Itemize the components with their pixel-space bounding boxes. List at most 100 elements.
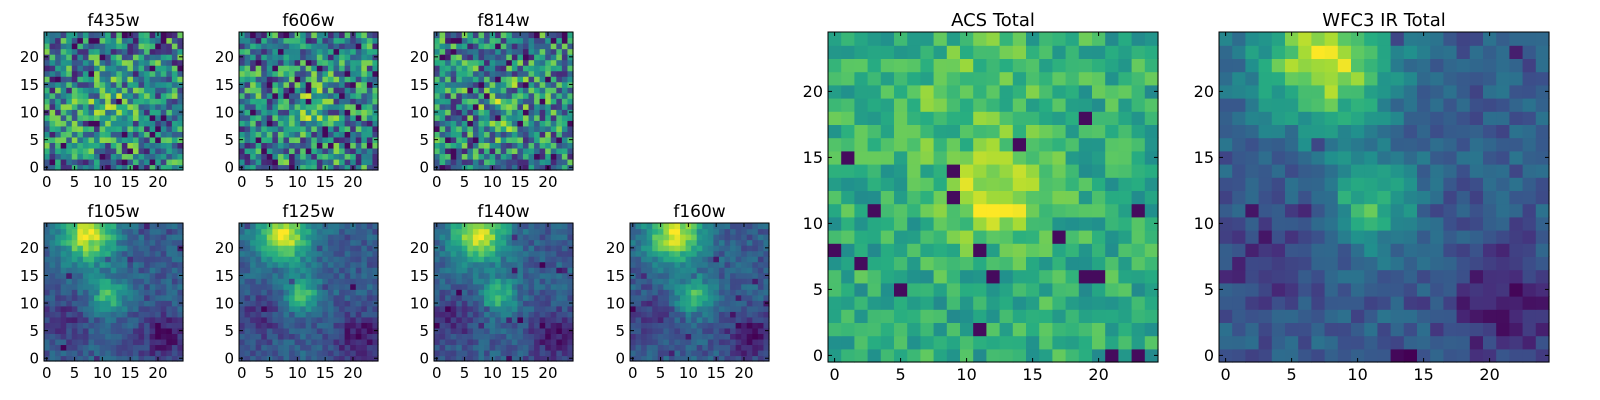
heatmap-cell [1039, 269, 1053, 284]
heatmap-cell [456, 289, 463, 296]
heatmap-cell [567, 59, 574, 66]
heatmap-cell [674, 256, 681, 263]
heatmap-cell [450, 294, 457, 301]
heatmap-cell [327, 333, 335, 340]
heatmap-cell [300, 92, 307, 99]
heatmap-cell [550, 114, 557, 121]
heatmap-cell [316, 228, 323, 235]
heatmap-cell [94, 261, 101, 268]
heatmap-cell [71, 294, 78, 301]
panel-title: f125w [282, 202, 334, 222]
heatmap-cell [854, 256, 869, 271]
heatmap-cell [250, 250, 257, 257]
heatmap-cell [506, 76, 513, 83]
heatmap-cell [1078, 348, 1093, 363]
heatmap-cell [467, 103, 474, 110]
heatmap-cell [350, 142, 357, 149]
heatmap-cell [685, 322, 692, 329]
heatmap-cell [121, 59, 128, 66]
heatmap-cell [450, 125, 457, 132]
heatmap-cell [294, 300, 301, 307]
heatmap-cell [828, 309, 842, 323]
heatmap-cell [239, 294, 246, 301]
heatmap-cell [132, 70, 140, 77]
heatmap-cell [160, 316, 167, 323]
heatmap-cell [44, 70, 51, 77]
heatmap-cell [439, 349, 446, 357]
heatmap-cell [94, 164, 101, 171]
heatmap-cell [272, 37, 279, 44]
heatmap-cell [311, 234, 318, 241]
heatmap-cell [691, 300, 698, 307]
heatmap-cell [894, 164, 908, 178]
heatmap-cell [545, 153, 552, 160]
heatmap-cell [138, 103, 145, 110]
heatmap-cell [461, 114, 468, 121]
heatmap-cell [121, 311, 128, 318]
heatmap-cell [366, 349, 374, 357]
heatmap-cell [99, 256, 106, 263]
heatmap-cell [1012, 216, 1027, 231]
heatmap-cell [82, 228, 90, 235]
heatmap-cell [960, 190, 974, 205]
heatmap-cell [82, 316, 90, 323]
heatmap-cell [668, 311, 676, 318]
heatmap-cell [702, 311, 709, 318]
heatmap-cell [707, 267, 714, 274]
heatmap-cell [545, 114, 552, 121]
heatmap-cell [277, 278, 285, 285]
heatmap-cell [171, 272, 179, 279]
heatmap-cell [322, 349, 329, 357]
heatmap-cell [327, 158, 335, 166]
heatmap-cell [110, 223, 117, 230]
heatmap-cell [60, 125, 67, 132]
heatmap-cell [506, 239, 513, 246]
heatmap-cell [439, 109, 446, 116]
heatmap-cell [361, 125, 368, 132]
heatmap-cell [121, 43, 128, 50]
heatmap-cell [289, 311, 296, 318]
heatmap-cell [550, 344, 557, 351]
heatmap-cell [60, 70, 67, 77]
heatmap-cell [539, 103, 546, 110]
heatmap-cell [691, 355, 698, 362]
heatmap-cell [300, 239, 307, 246]
heatmap-cell [339, 261, 346, 268]
heatmap-cell [244, 344, 251, 351]
heatmap-cell [105, 305, 112, 312]
heatmap-cell [327, 65, 335, 72]
heatmap-cell [333, 344, 340, 351]
heatmap-cell [707, 234, 714, 241]
heatmap-cell [144, 147, 151, 155]
heatmap-cell [680, 228, 687, 235]
heatmap-cell [713, 272, 720, 279]
heatmap-cell [166, 239, 173, 246]
heatmap-cell [327, 48, 335, 55]
heatmap-cell [561, 147, 569, 155]
heatmap-cell [1105, 335, 1119, 350]
heatmap-cell [1131, 190, 1146, 205]
heatmap-cell [506, 228, 513, 235]
heatmap-cell [685, 234, 692, 241]
heatmap-cell [239, 316, 246, 323]
heatmap-cell [707, 250, 714, 257]
heatmap-cell [289, 261, 296, 268]
heatmap-cell [44, 261, 51, 268]
heatmap-cell [561, 305, 569, 312]
heatmap-cell [752, 333, 759, 340]
heatmap-cell [277, 153, 285, 160]
heatmap-cell [511, 283, 518, 290]
heatmap-cell [110, 48, 117, 55]
heatmap-cell [567, 114, 574, 121]
heatmap-cell [88, 59, 95, 66]
heatmap-cell [561, 158, 569, 166]
heatmap-cell [138, 54, 145, 61]
heatmap-cell [506, 125, 513, 132]
heatmap-cell [718, 223, 726, 230]
heatmap-cell [696, 250, 703, 257]
heatmap-cell [244, 87, 251, 94]
heatmap-cell [110, 76, 117, 83]
y-tick-label: 20 [410, 239, 429, 257]
heatmap-cell [522, 125, 530, 132]
heatmap-cell [556, 81, 563, 88]
